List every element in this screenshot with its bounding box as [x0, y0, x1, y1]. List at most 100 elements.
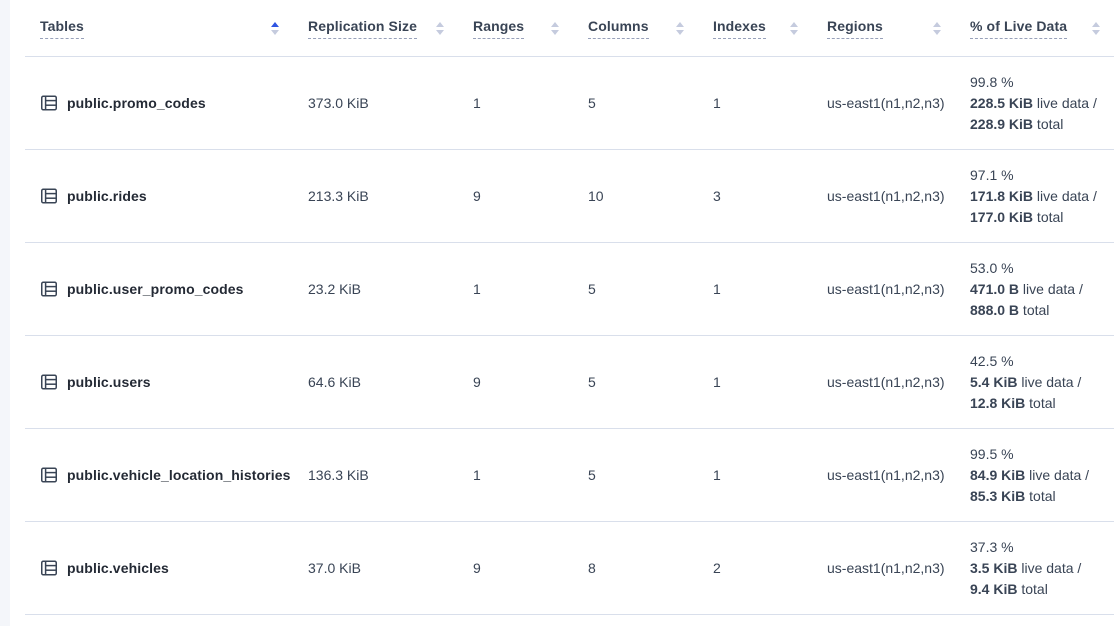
page-left-gutter — [0, 0, 10, 626]
sort-arrows-icon[interactable] — [666, 21, 684, 35]
live-percent: 97.1 % — [970, 166, 1014, 183]
regions-cell: us-east1(n1,n2,n3) — [827, 467, 945, 483]
live-size: 171.8 KiB live data / — [970, 187, 1097, 204]
table-name-link[interactable]: public.promo_codes — [67, 95, 206, 111]
column-header-replication-size[interactable]: Replication Size — [293, 0, 458, 56]
table-icon — [40, 280, 58, 298]
indexes-cell: 1 — [713, 467, 721, 483]
column-header-regions[interactable]: Regions — [812, 0, 955, 56]
regions-cell: us-east1(n1,n2,n3) — [827, 188, 945, 204]
sort-desc-icon — [790, 29, 798, 35]
live-data-cell: 42.5 % 5.4 KiB live data / 12.8 KiB tota… — [955, 336, 1114, 428]
sort-arrows-icon[interactable] — [541, 21, 559, 35]
columns-cell: 5 — [588, 95, 596, 111]
live-percent: 37.3 % — [970, 538, 1014, 555]
live-size: 5.4 KiB live data / — [970, 373, 1082, 390]
live-percent: 53.0 % — [970, 259, 1014, 276]
sort-desc-icon — [676, 29, 684, 35]
tables-grid: Tables Replication Size Ranges Columns I… — [25, 0, 1114, 615]
ranges-cell: 9 — [473, 188, 481, 204]
ranges-cell: 9 — [473, 560, 481, 576]
table-row: public.user_promo_codes 23.2 KiB 1 5 1 u… — [25, 243, 1114, 336]
table-icon — [40, 373, 58, 391]
indexes-cell: 2 — [713, 560, 721, 576]
live-size: 471.0 B live data / — [970, 280, 1083, 297]
table-icon — [40, 466, 58, 484]
sort-desc-icon — [436, 29, 444, 35]
ranges-cell: 1 — [473, 281, 481, 297]
table-header-row: Tables Replication Size Ranges Columns I… — [25, 0, 1114, 57]
indexes-cell: 1 — [713, 281, 721, 297]
replication-size-cell: 373.0 KiB — [308, 95, 369, 111]
replication-size-cell: 213.3 KiB — [308, 188, 369, 204]
regions-cell: us-east1(n1,n2,n3) — [827, 95, 945, 111]
sort-asc-icon — [790, 21, 798, 27]
regions-cell: us-east1(n1,n2,n3) — [827, 281, 945, 297]
ranges-cell: 1 — [473, 467, 481, 483]
sort-arrows-icon[interactable] — [1082, 21, 1100, 35]
table-name-link[interactable]: public.rides — [67, 188, 147, 204]
indexes-cell: 3 — [713, 188, 721, 204]
table-name-cell: public.promo_codes — [25, 57, 293, 149]
tables-list-panel: Tables Replication Size Ranges Columns I… — [10, 0, 1114, 626]
total-size: 9.4 KiB total — [970, 580, 1048, 597]
table-name-link[interactable]: public.users — [67, 374, 151, 390]
replication-size-cell: 23.2 KiB — [308, 281, 361, 297]
columns-cell: 8 — [588, 560, 596, 576]
total-size: 888.0 B total — [970, 301, 1050, 318]
sort-desc-icon — [933, 29, 941, 35]
table-row: public.rides 213.3 KiB 9 10 3 us-east1(n… — [25, 150, 1114, 243]
live-data-cell: 53.0 % 471.0 B live data / 888.0 B total — [955, 243, 1114, 335]
columns-cell: 5 — [588, 467, 596, 483]
table-row: public.vehicle_location_histories 136.3 … — [25, 429, 1114, 522]
table-name-link[interactable]: public.vehicle_location_histories — [67, 467, 291, 483]
live-percent: 99.8 % — [970, 73, 1014, 90]
ranges-cell: 9 — [473, 374, 481, 390]
sort-asc-icon — [1092, 21, 1100, 27]
replication-size-cell: 64.6 KiB — [308, 374, 361, 390]
regions-cell: us-east1(n1,n2,n3) — [827, 374, 945, 390]
live-size: 228.5 KiB live data / — [970, 94, 1097, 111]
table-name-cell: public.vehicle_location_histories — [25, 429, 293, 521]
table-name-link[interactable]: public.user_promo_codes — [67, 281, 244, 297]
column-header-ranges[interactable]: Ranges — [458, 0, 573, 56]
sort-arrows-icon[interactable] — [261, 21, 279, 35]
total-size: 177.0 KiB total — [970, 208, 1064, 225]
live-size: 3.5 KiB live data / — [970, 559, 1082, 576]
sort-asc-icon — [551, 21, 559, 27]
sort-arrows-icon[interactable] — [923, 21, 941, 35]
live-percent: 99.5 % — [970, 445, 1014, 462]
columns-cell: 5 — [588, 281, 596, 297]
live-data-cell: 99.5 % 84.9 KiB live data / 85.3 KiB tot… — [955, 429, 1114, 521]
total-size: 85.3 KiB total — [970, 487, 1056, 504]
sort-desc-icon — [1092, 29, 1100, 35]
columns-cell: 10 — [588, 188, 604, 204]
replication-size-cell: 136.3 KiB — [308, 467, 369, 483]
live-data-cell: 99.8 % 228.5 KiB live data / 228.9 KiB t… — [955, 57, 1114, 149]
live-data-cell: 97.1 % 171.8 KiB live data / 177.0 KiB t… — [955, 150, 1114, 242]
table-name-cell: public.vehicles — [25, 522, 293, 614]
indexes-cell: 1 — [713, 374, 721, 390]
column-header-live-data[interactable]: % of Live Data — [955, 0, 1114, 56]
table-icon — [40, 559, 58, 577]
column-header-columns[interactable]: Columns — [573, 0, 698, 56]
total-size: 12.8 KiB total — [970, 394, 1056, 411]
regions-cell: us-east1(n1,n2,n3) — [827, 560, 945, 576]
columns-cell: 5 — [588, 374, 596, 390]
table-name-cell: public.user_promo_codes — [25, 243, 293, 335]
live-size: 84.9 KiB live data / — [970, 466, 1090, 483]
table-row: public.users 64.6 KiB 9 5 1 us-east1(n1,… — [25, 336, 1114, 429]
column-header-tables[interactable]: Tables — [25, 0, 293, 56]
sort-desc-icon — [551, 29, 559, 35]
live-data-cell: 37.3 % 3.5 KiB live data / 9.4 KiB total — [955, 522, 1114, 614]
column-header-indexes[interactable]: Indexes — [698, 0, 812, 56]
indexes-cell: 1 — [713, 95, 721, 111]
sort-asc-icon — [271, 21, 279, 27]
live-percent: 42.5 % — [970, 352, 1014, 369]
table-row: public.vehicles 37.0 KiB 9 8 2 us-east1(… — [25, 522, 1114, 615]
table-name-link[interactable]: public.vehicles — [67, 560, 169, 576]
table-icon — [40, 94, 58, 112]
sort-arrows-icon[interactable] — [426, 21, 444, 35]
table-row: public.promo_codes 373.0 KiB 1 5 1 us-ea… — [25, 57, 1114, 150]
sort-arrows-icon[interactable] — [780, 21, 798, 35]
